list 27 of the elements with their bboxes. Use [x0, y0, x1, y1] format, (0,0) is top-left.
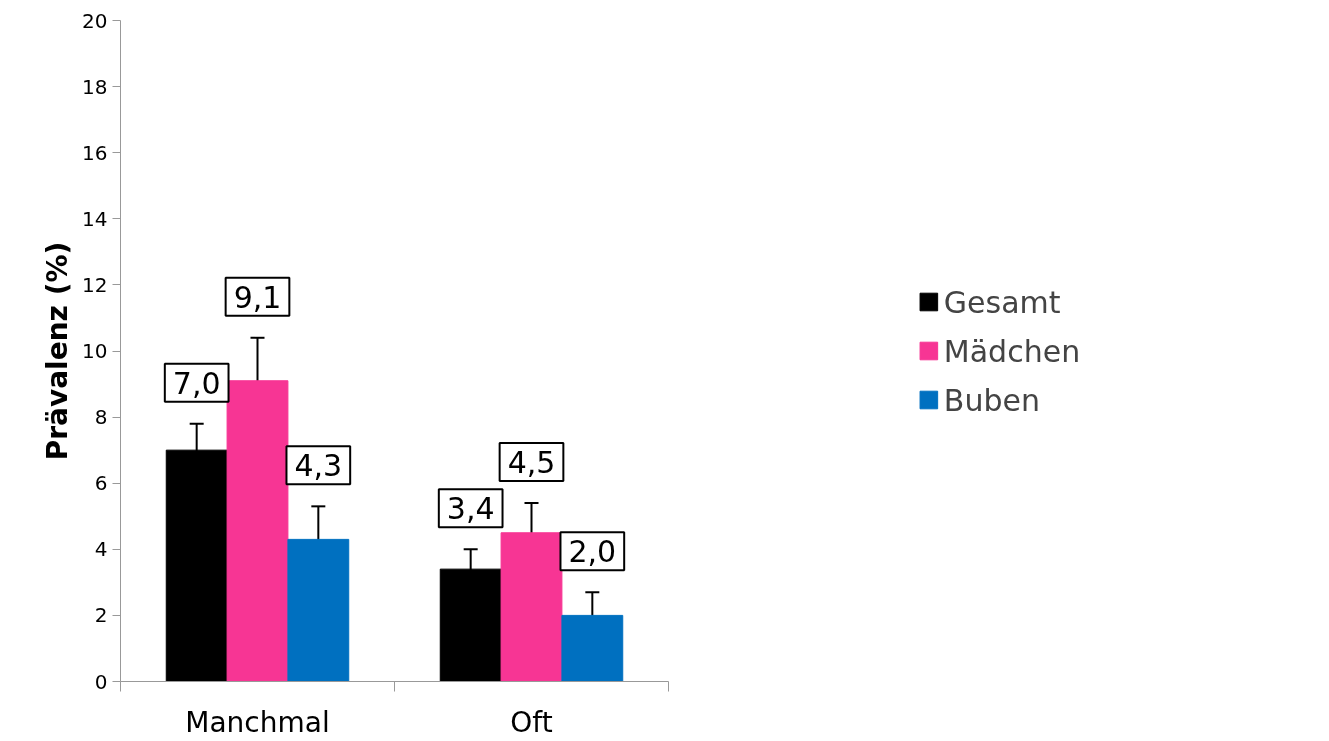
y-tick-label: 6 — [94, 471, 108, 496]
data-label: 4,5 — [507, 445, 556, 481]
y-tick-label: 8 — [94, 405, 108, 430]
x-tick-label: Oft — [510, 705, 553, 739]
y-tick-label: 20 — [82, 8, 108, 33]
data-label: 9,1 — [233, 279, 282, 315]
y-axis-title: Prävalenz (%) — [41, 241, 75, 461]
y-tick-label: 14 — [82, 206, 108, 231]
bar — [500, 532, 563, 682]
y-tick-label: 10 — [82, 339, 108, 363]
bar — [226, 380, 289, 682]
bar — [287, 538, 350, 682]
legend-label: Gesamt — [943, 284, 1061, 319]
y-tick-label: 4 — [94, 537, 108, 562]
y-tick-label: 0 — [94, 669, 108, 694]
y-tick-label: 18 — [82, 74, 108, 99]
y-tick-label: 16 — [82, 140, 108, 165]
data-label: 4,3 — [294, 448, 343, 484]
bar — [561, 614, 624, 682]
y-tick-label: 12 — [82, 272, 108, 297]
legend-label: Mädchen — [943, 333, 1081, 368]
data-label: 3,4 — [446, 491, 495, 527]
data-label: 7,0 — [172, 365, 221, 401]
y-tick-label: 2 — [94, 603, 108, 628]
legend-label: Buben — [943, 382, 1040, 417]
data-label: 2,0 — [568, 534, 617, 570]
x-tick-label: Manchmal — [185, 705, 330, 739]
